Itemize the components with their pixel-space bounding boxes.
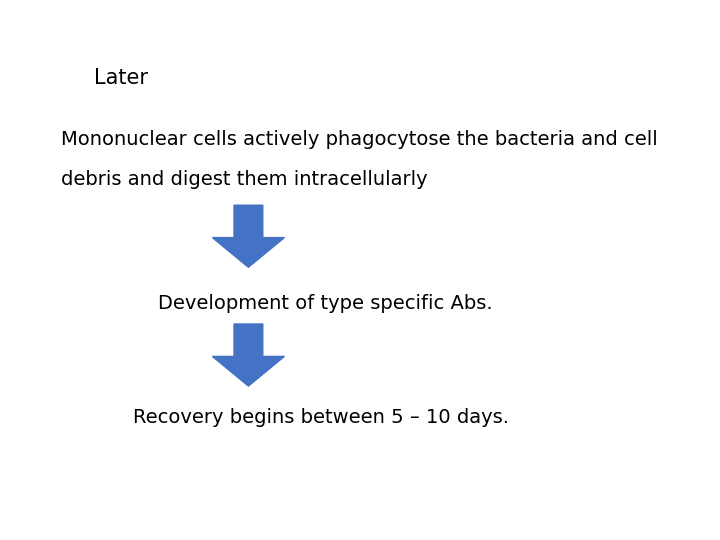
Text: debris and digest them intracellularly: debris and digest them intracellularly: [61, 170, 428, 189]
Text: Development of type specific Abs.: Development of type specific Abs.: [158, 294, 493, 313]
Text: Recovery begins between 5 – 10 days.: Recovery begins between 5 – 10 days.: [133, 408, 509, 427]
FancyArrow shape: [212, 324, 284, 386]
FancyArrow shape: [212, 205, 284, 267]
Text: Later: Later: [94, 68, 148, 87]
Text: Mononuclear cells actively phagocytose the bacteria and cell: Mononuclear cells actively phagocytose t…: [61, 130, 658, 148]
